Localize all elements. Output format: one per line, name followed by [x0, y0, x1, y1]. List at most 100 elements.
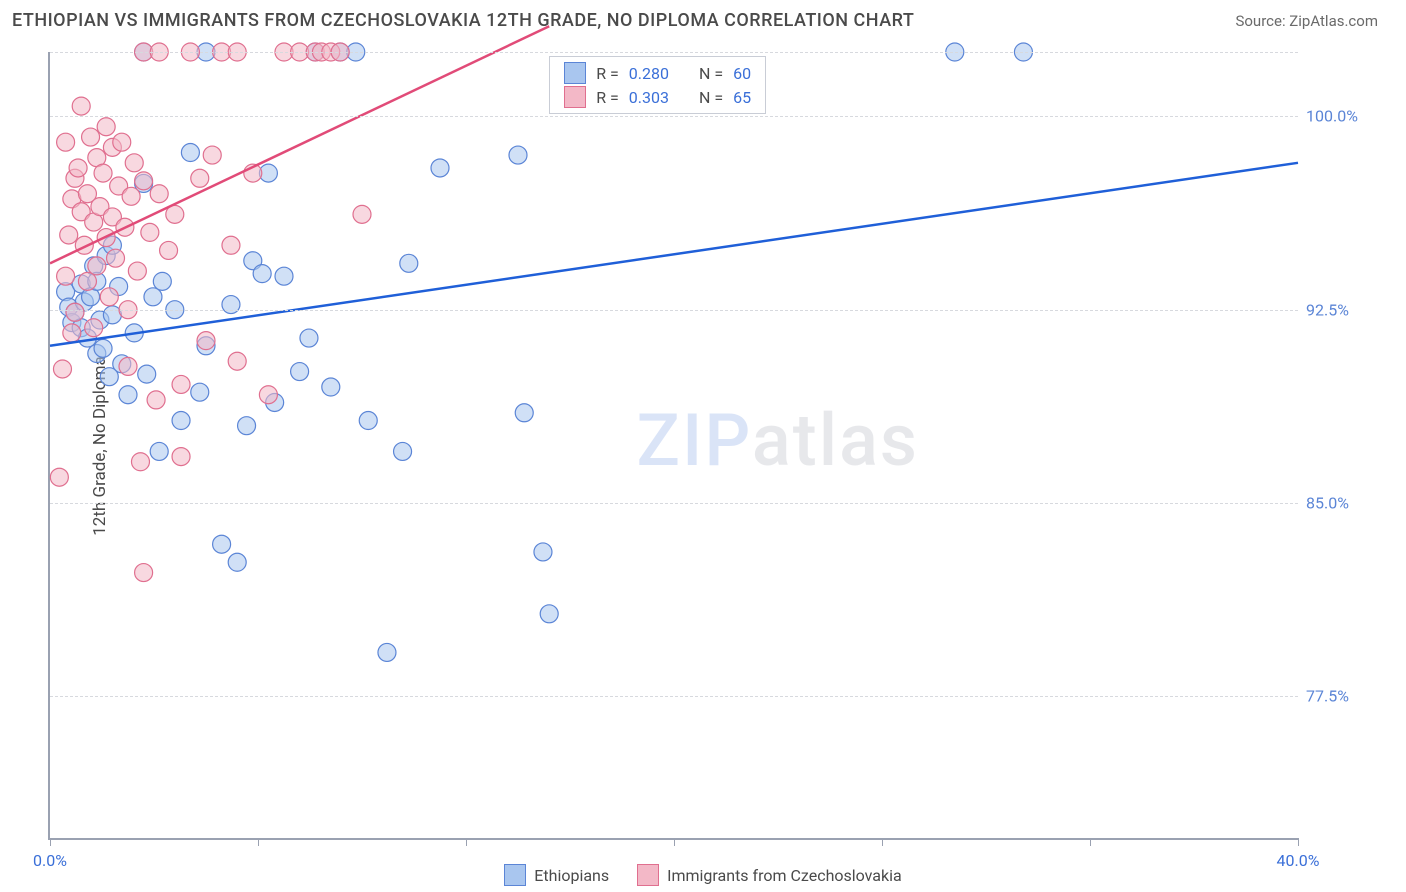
data-point — [275, 267, 293, 285]
data-point — [509, 146, 527, 164]
data-point — [172, 412, 190, 430]
data-point — [135, 564, 153, 582]
data-point — [228, 352, 246, 370]
data-point — [378, 643, 396, 661]
legend-swatch — [564, 86, 586, 108]
data-point — [213, 535, 231, 553]
scatter-plot: ZIPatlas R =0.280N =60R =0.303N =65 77.5… — [48, 52, 1298, 840]
data-point — [172, 375, 190, 393]
data-point — [69, 159, 87, 177]
data-point — [291, 363, 309, 381]
data-point — [197, 332, 215, 350]
data-point — [150, 185, 168, 203]
data-point — [135, 172, 153, 190]
data-point — [97, 118, 115, 136]
x-tick — [1298, 838, 1299, 846]
data-point — [131, 453, 149, 471]
data-point — [181, 144, 199, 162]
data-point — [147, 391, 165, 409]
data-point — [172, 448, 190, 466]
data-point — [50, 468, 68, 486]
x-tick — [1090, 838, 1091, 846]
legend-swatch — [504, 864, 526, 886]
gridline — [50, 696, 1298, 697]
data-point — [119, 357, 137, 375]
x-tick — [50, 838, 51, 846]
y-tick-label: 92.5% — [1306, 300, 1376, 319]
data-point — [359, 412, 377, 430]
legend-swatch — [637, 864, 659, 886]
legend-item: Immigrants from Czechoslovakia — [637, 864, 902, 886]
data-point — [57, 133, 75, 151]
y-tick-label: 85.0% — [1306, 493, 1376, 512]
data-point — [515, 404, 533, 422]
y-tick-label: 100.0% — [1306, 107, 1376, 126]
series-legend: Ethiopians Immigrants from Czechoslovakia — [0, 864, 1406, 886]
data-point — [540, 605, 558, 623]
legend-label: Ethiopians — [534, 866, 609, 885]
trend-line — [50, 163, 1298, 346]
legend-n-value: 60 — [733, 64, 751, 83]
data-point — [191, 169, 209, 187]
legend-r-value: 0.303 — [629, 88, 669, 107]
legend-r-label: R = — [596, 88, 619, 107]
data-point — [153, 272, 171, 290]
legend-row: R =0.280N =60 — [564, 61, 751, 85]
data-point — [141, 223, 159, 241]
data-point — [534, 543, 552, 561]
gridline — [50, 503, 1298, 504]
x-tick — [674, 838, 675, 846]
data-point — [300, 329, 318, 347]
data-point — [100, 288, 118, 306]
plot-svg — [50, 52, 1298, 838]
data-point — [60, 226, 78, 244]
source-label: Source: ZipAtlas.com — [1235, 12, 1378, 30]
correlation-legend: R =0.280N =60R =0.303N =65 — [549, 56, 766, 114]
data-point — [94, 164, 112, 182]
legend-swatch — [564, 62, 586, 84]
y-tick-label: 77.5% — [1306, 687, 1376, 706]
legend-label: Immigrants from Czechoslovakia — [667, 866, 902, 885]
data-point — [394, 442, 412, 460]
legend-item: Ethiopians — [504, 864, 609, 886]
data-point — [63, 324, 81, 342]
data-point — [144, 288, 162, 306]
x-tick — [258, 838, 259, 846]
x-tick — [466, 838, 467, 846]
data-point — [228, 553, 246, 571]
legend-row: R =0.303N =65 — [564, 85, 751, 109]
gridline — [50, 52, 1298, 53]
data-point — [138, 365, 156, 383]
data-point — [431, 159, 449, 177]
data-point — [88, 257, 106, 275]
data-point — [150, 442, 168, 460]
chart-title: ETHIOPIAN VS IMMIGRANTS FROM CZECHOSLOVA… — [12, 10, 914, 31]
data-point — [53, 360, 71, 378]
data-point — [222, 296, 240, 314]
data-point — [238, 417, 256, 435]
data-point — [82, 128, 100, 146]
data-point — [125, 154, 143, 172]
gridline — [50, 310, 1298, 311]
gridline — [50, 116, 1298, 117]
data-point — [119, 386, 137, 404]
legend-n-value: 65 — [733, 88, 751, 107]
data-point — [107, 249, 125, 267]
data-point — [253, 265, 271, 283]
data-point — [85, 319, 103, 337]
legend-r-value: 0.280 — [629, 64, 669, 83]
data-point — [113, 133, 131, 151]
data-point — [57, 267, 75, 285]
data-point — [122, 187, 140, 205]
x-tick — [882, 838, 883, 846]
data-point — [72, 97, 90, 115]
data-point — [191, 383, 209, 401]
data-point — [400, 254, 418, 272]
data-point — [203, 146, 221, 164]
data-point — [322, 378, 340, 396]
data-point — [353, 205, 371, 223]
data-point — [66, 303, 84, 321]
data-point — [160, 241, 178, 259]
legend-n-label: N = — [699, 64, 723, 83]
data-point — [128, 262, 146, 280]
